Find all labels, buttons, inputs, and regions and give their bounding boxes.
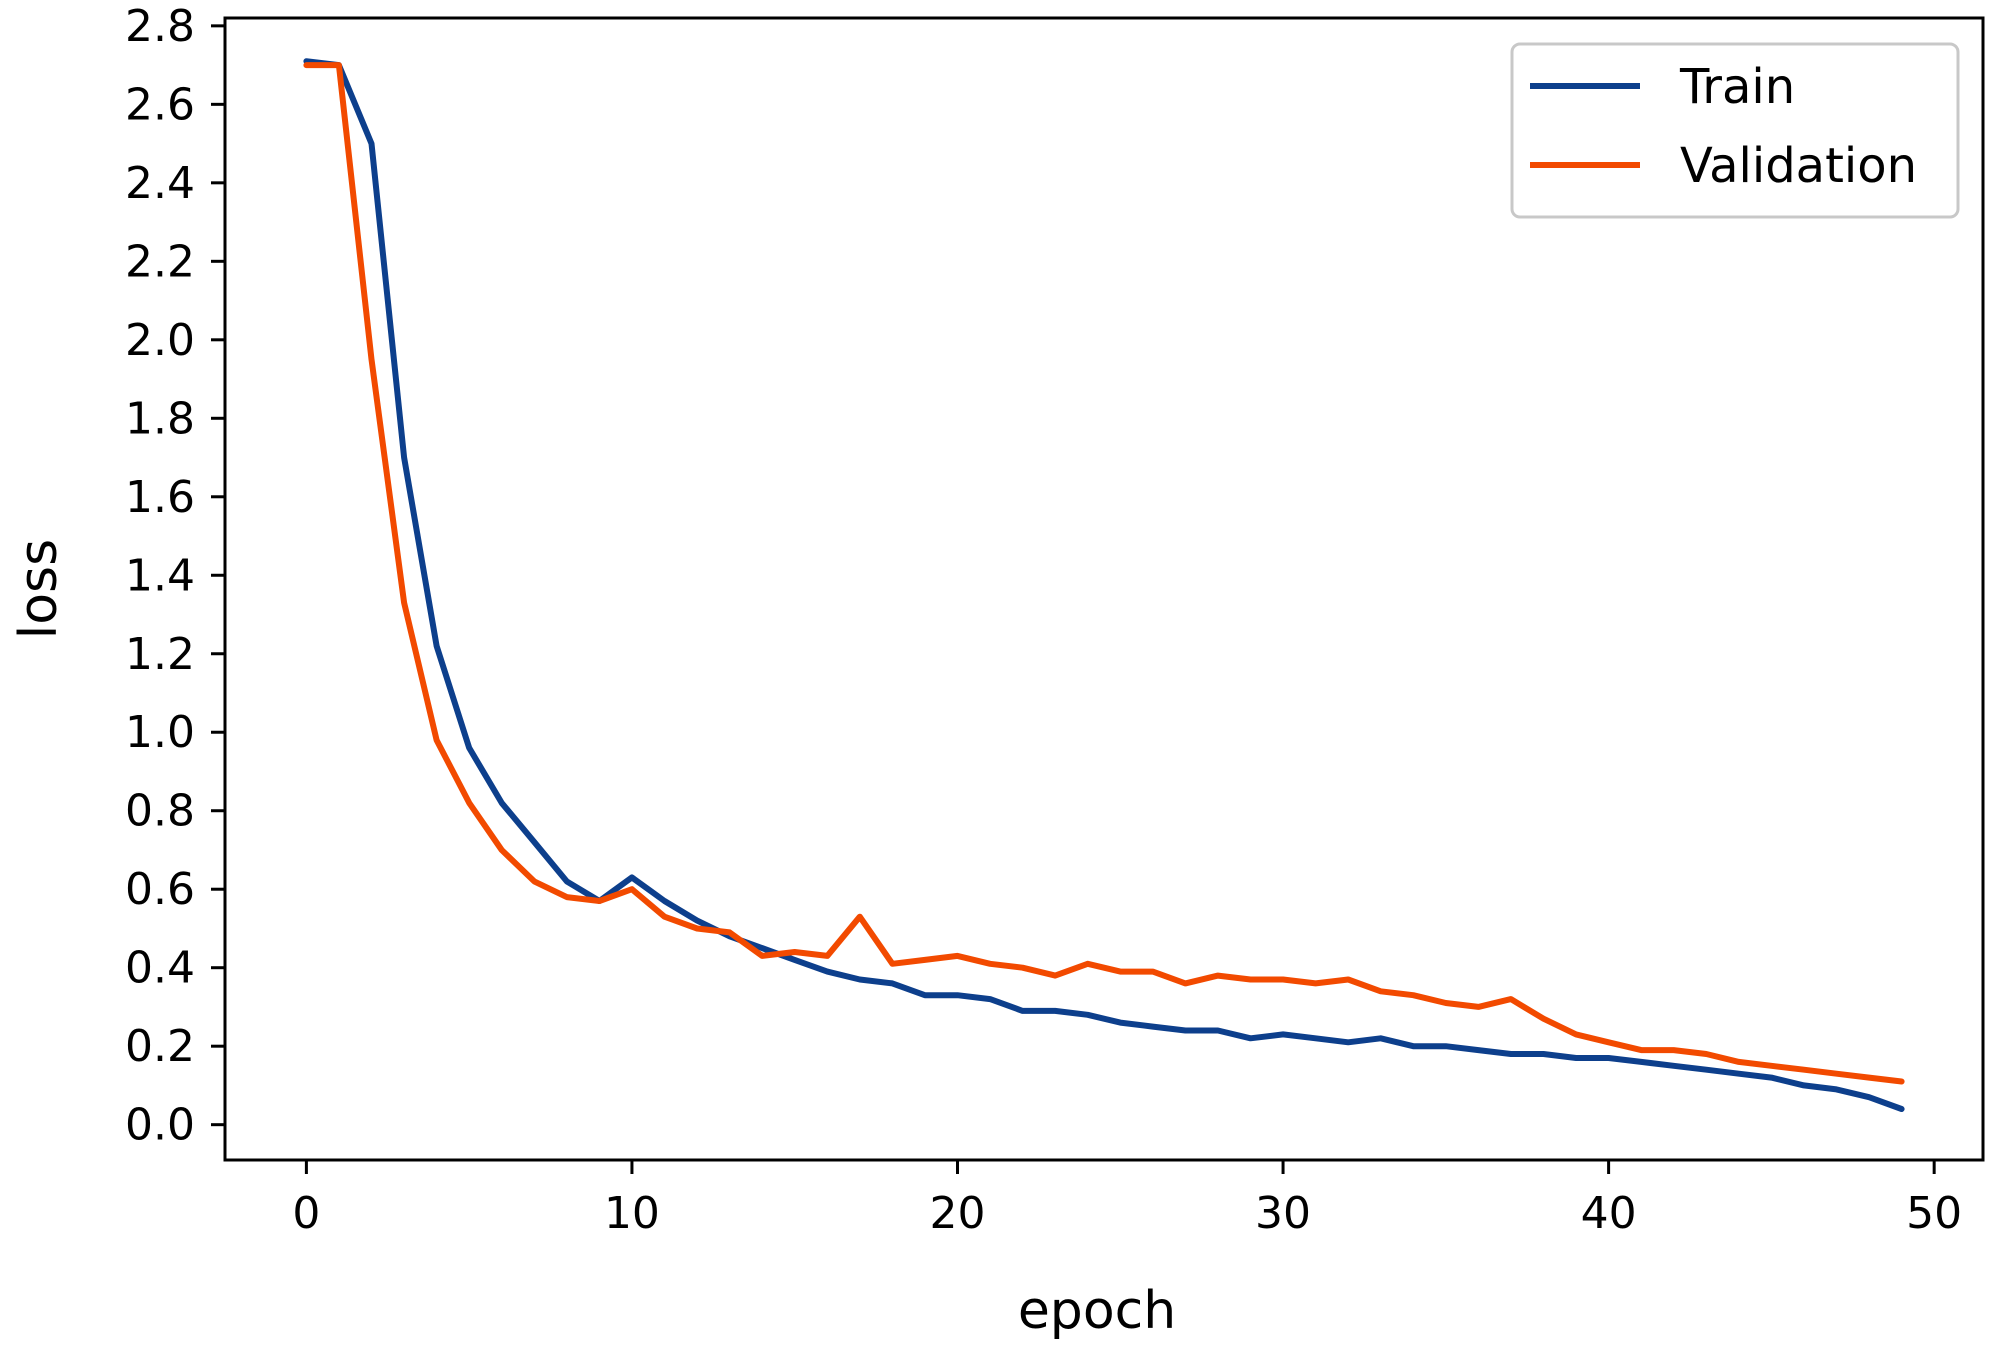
y-tick-label: 0.4 (125, 943, 195, 994)
series-lines (303, 58, 1905, 1112)
y-tick-label: 1.8 (125, 393, 195, 444)
x-axis-label: epoch (1018, 1281, 1176, 1341)
y-tick-label: 2.0 (125, 315, 195, 366)
y-tick-label: 1.4 (125, 550, 195, 601)
x-tick-label: 0 (292, 1188, 320, 1239)
y-tick-label: 0.0 (125, 1100, 195, 1151)
x-tick-label: 20 (930, 1188, 986, 1239)
y-tick-label: 2.2 (125, 236, 195, 287)
y-tick-label: 2.4 (125, 158, 195, 209)
x-ticks: 0 10 20 30 40 50 (292, 1160, 1962, 1239)
y-tick-label: 0.2 (125, 1021, 195, 1072)
series-line-train (303, 58, 1905, 1112)
legend-label-train: Train (1679, 59, 1795, 115)
x-tick-label: 40 (1581, 1188, 1637, 1239)
legend-label-validation: Validation (1680, 138, 1917, 194)
x-tick-label: 30 (1255, 1188, 1311, 1239)
y-tick-label: 1.0 (125, 707, 195, 758)
plot-frame (223, 16, 1985, 1162)
y-axis-label: loss (9, 539, 69, 639)
y-tick-label: 0.6 (125, 864, 195, 915)
y-tick-label: 2.6 (125, 79, 195, 130)
y-tick-label: 0.8 (125, 786, 195, 837)
y-ticks: 0.0 0.2 0.4 0.6 0.8 1.0 1.2 1.4 1.6 1.8 2.0 2.2 2.4 2… (125, 1, 225, 1151)
y-tick-label: 1.6 (125, 472, 195, 523)
y-tick-label: 2.8 (125, 1, 195, 52)
y-tick-label: 1.2 (125, 629, 195, 680)
series-line-validation (303, 62, 1905, 1085)
x-tick-label: 50 (1906, 1188, 1962, 1239)
legend: Train Validation (1510, 42, 1960, 219)
x-tick-label: 10 (604, 1188, 660, 1239)
